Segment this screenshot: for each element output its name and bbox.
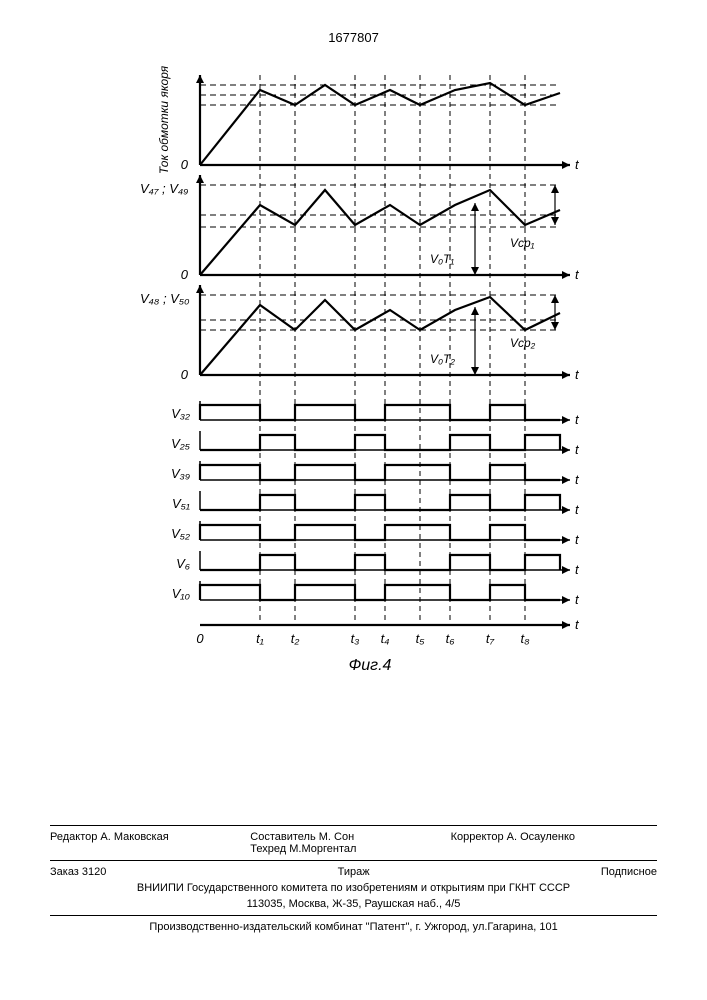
compiler-name: М. Сон (319, 831, 354, 843)
svg-text:t₈: t₈ (520, 631, 530, 646)
svg-text:V₄₇ ; V₄₉: V₄₇ ; V₄₉ (140, 181, 188, 196)
svg-text:t: t (575, 592, 580, 607)
svg-text:V₀T₁: V₀T₁ (430, 252, 454, 266)
compiler-label: Составитель (250, 831, 315, 843)
svg-text:t₁: t₁ (256, 631, 264, 646)
svg-text:t₅: t₅ (416, 631, 426, 646)
svg-text:V₃₉: V₃₉ (171, 466, 190, 481)
svg-text:t: t (575, 367, 580, 382)
svg-text:t: t (575, 502, 580, 517)
svg-text:0: 0 (196, 631, 204, 646)
svg-text:V₂₅: V₂₅ (171, 436, 191, 451)
svg-text:t₂: t₂ (291, 631, 300, 646)
publisher-line: Производственно-издательский комбинат "П… (50, 919, 657, 935)
footer-credits-row: Редактор А. Маковская Составитель М. Сон… (50, 829, 657, 857)
tirazh-label: Тираж (338, 866, 370, 878)
corrector-label: Корректор (451, 831, 504, 843)
svg-text:V₅₂: V₅₂ (171, 526, 190, 541)
corrector-cell: Корректор А. Осауленко (451, 831, 657, 855)
footer: Редактор А. Маковская Составитель М. Сон… (50, 822, 657, 935)
svg-text:t₇: t₇ (486, 631, 495, 646)
svg-text:Ток обмотки якоря: Ток обмотки якоря (157, 65, 171, 174)
svg-text:0: 0 (181, 367, 189, 382)
corrector-name: А. Осауленко (507, 831, 575, 843)
svg-text:Vcp₁: Vcp₁ (510, 236, 535, 250)
subscribe-label: Подписное (601, 866, 657, 878)
figure-4-diagram: 0 t Ток обмотки якоря 0 t V₄₇ ; V₄₉ V₀T₁ Vcp₁ 0 t… (130, 65, 590, 695)
svg-text:t: t (575, 617, 580, 632)
svg-text:V₁₀: V₁₀ (172, 586, 191, 601)
svg-text:V₃₂: V₃₂ (171, 406, 190, 421)
svg-text:t: t (575, 532, 580, 547)
editor-cell: Редактор А. Маковская (50, 831, 250, 855)
svg-text:t₄: t₄ (381, 631, 390, 646)
techred-label: Техред (250, 843, 286, 855)
svg-text:V₀T₂: V₀T₂ (430, 352, 455, 366)
svg-text:Фиг.4: Фиг.4 (349, 657, 392, 674)
svg-text:0: 0 (181, 157, 189, 172)
compiler-techred-cell: Составитель М. Сон Техред М.Моргентал (250, 831, 450, 855)
svg-text:t₃: t₃ (351, 631, 360, 646)
svg-text:t: t (575, 267, 580, 282)
editor-name: А. Маковская (100, 831, 168, 843)
svg-text:t: t (575, 442, 580, 457)
svg-text:V₄₈ ; V₅₀: V₄₈ ; V₅₀ (140, 291, 190, 306)
org-line-2: 113035, Москва, Ж-35, Раушская наб., 4/5 (50, 896, 657, 912)
page-number: 1677807 (328, 30, 379, 45)
order-label: Заказ (50, 866, 79, 878)
svg-text:V₅₁: V₅₁ (172, 496, 190, 511)
timing-diagram-svg: 0 t Ток обмотки якоря 0 t V₄₇ ; V₄₉ V₀T₁ Vcp₁ 0 t… (130, 65, 590, 695)
svg-text:Vcp₂: Vcp₂ (510, 336, 536, 350)
svg-text:t₆: t₆ (446, 631, 456, 646)
editor-label: Редактор (50, 831, 97, 843)
svg-text:t: t (575, 412, 580, 427)
svg-text:0: 0 (181, 267, 189, 282)
svg-text:t: t (575, 562, 580, 577)
order-number: 3120 (82, 866, 106, 878)
techred-name: М.Моргентал (289, 843, 356, 855)
svg-text:t: t (575, 157, 580, 172)
svg-text:t: t (575, 472, 580, 487)
footer-order-row: Заказ 3120 Тираж Подписное (50, 864, 657, 880)
org-line-1: ВНИИПИ Государственного комитета по изоб… (50, 880, 657, 896)
svg-text:V₆: V₆ (176, 556, 191, 571)
